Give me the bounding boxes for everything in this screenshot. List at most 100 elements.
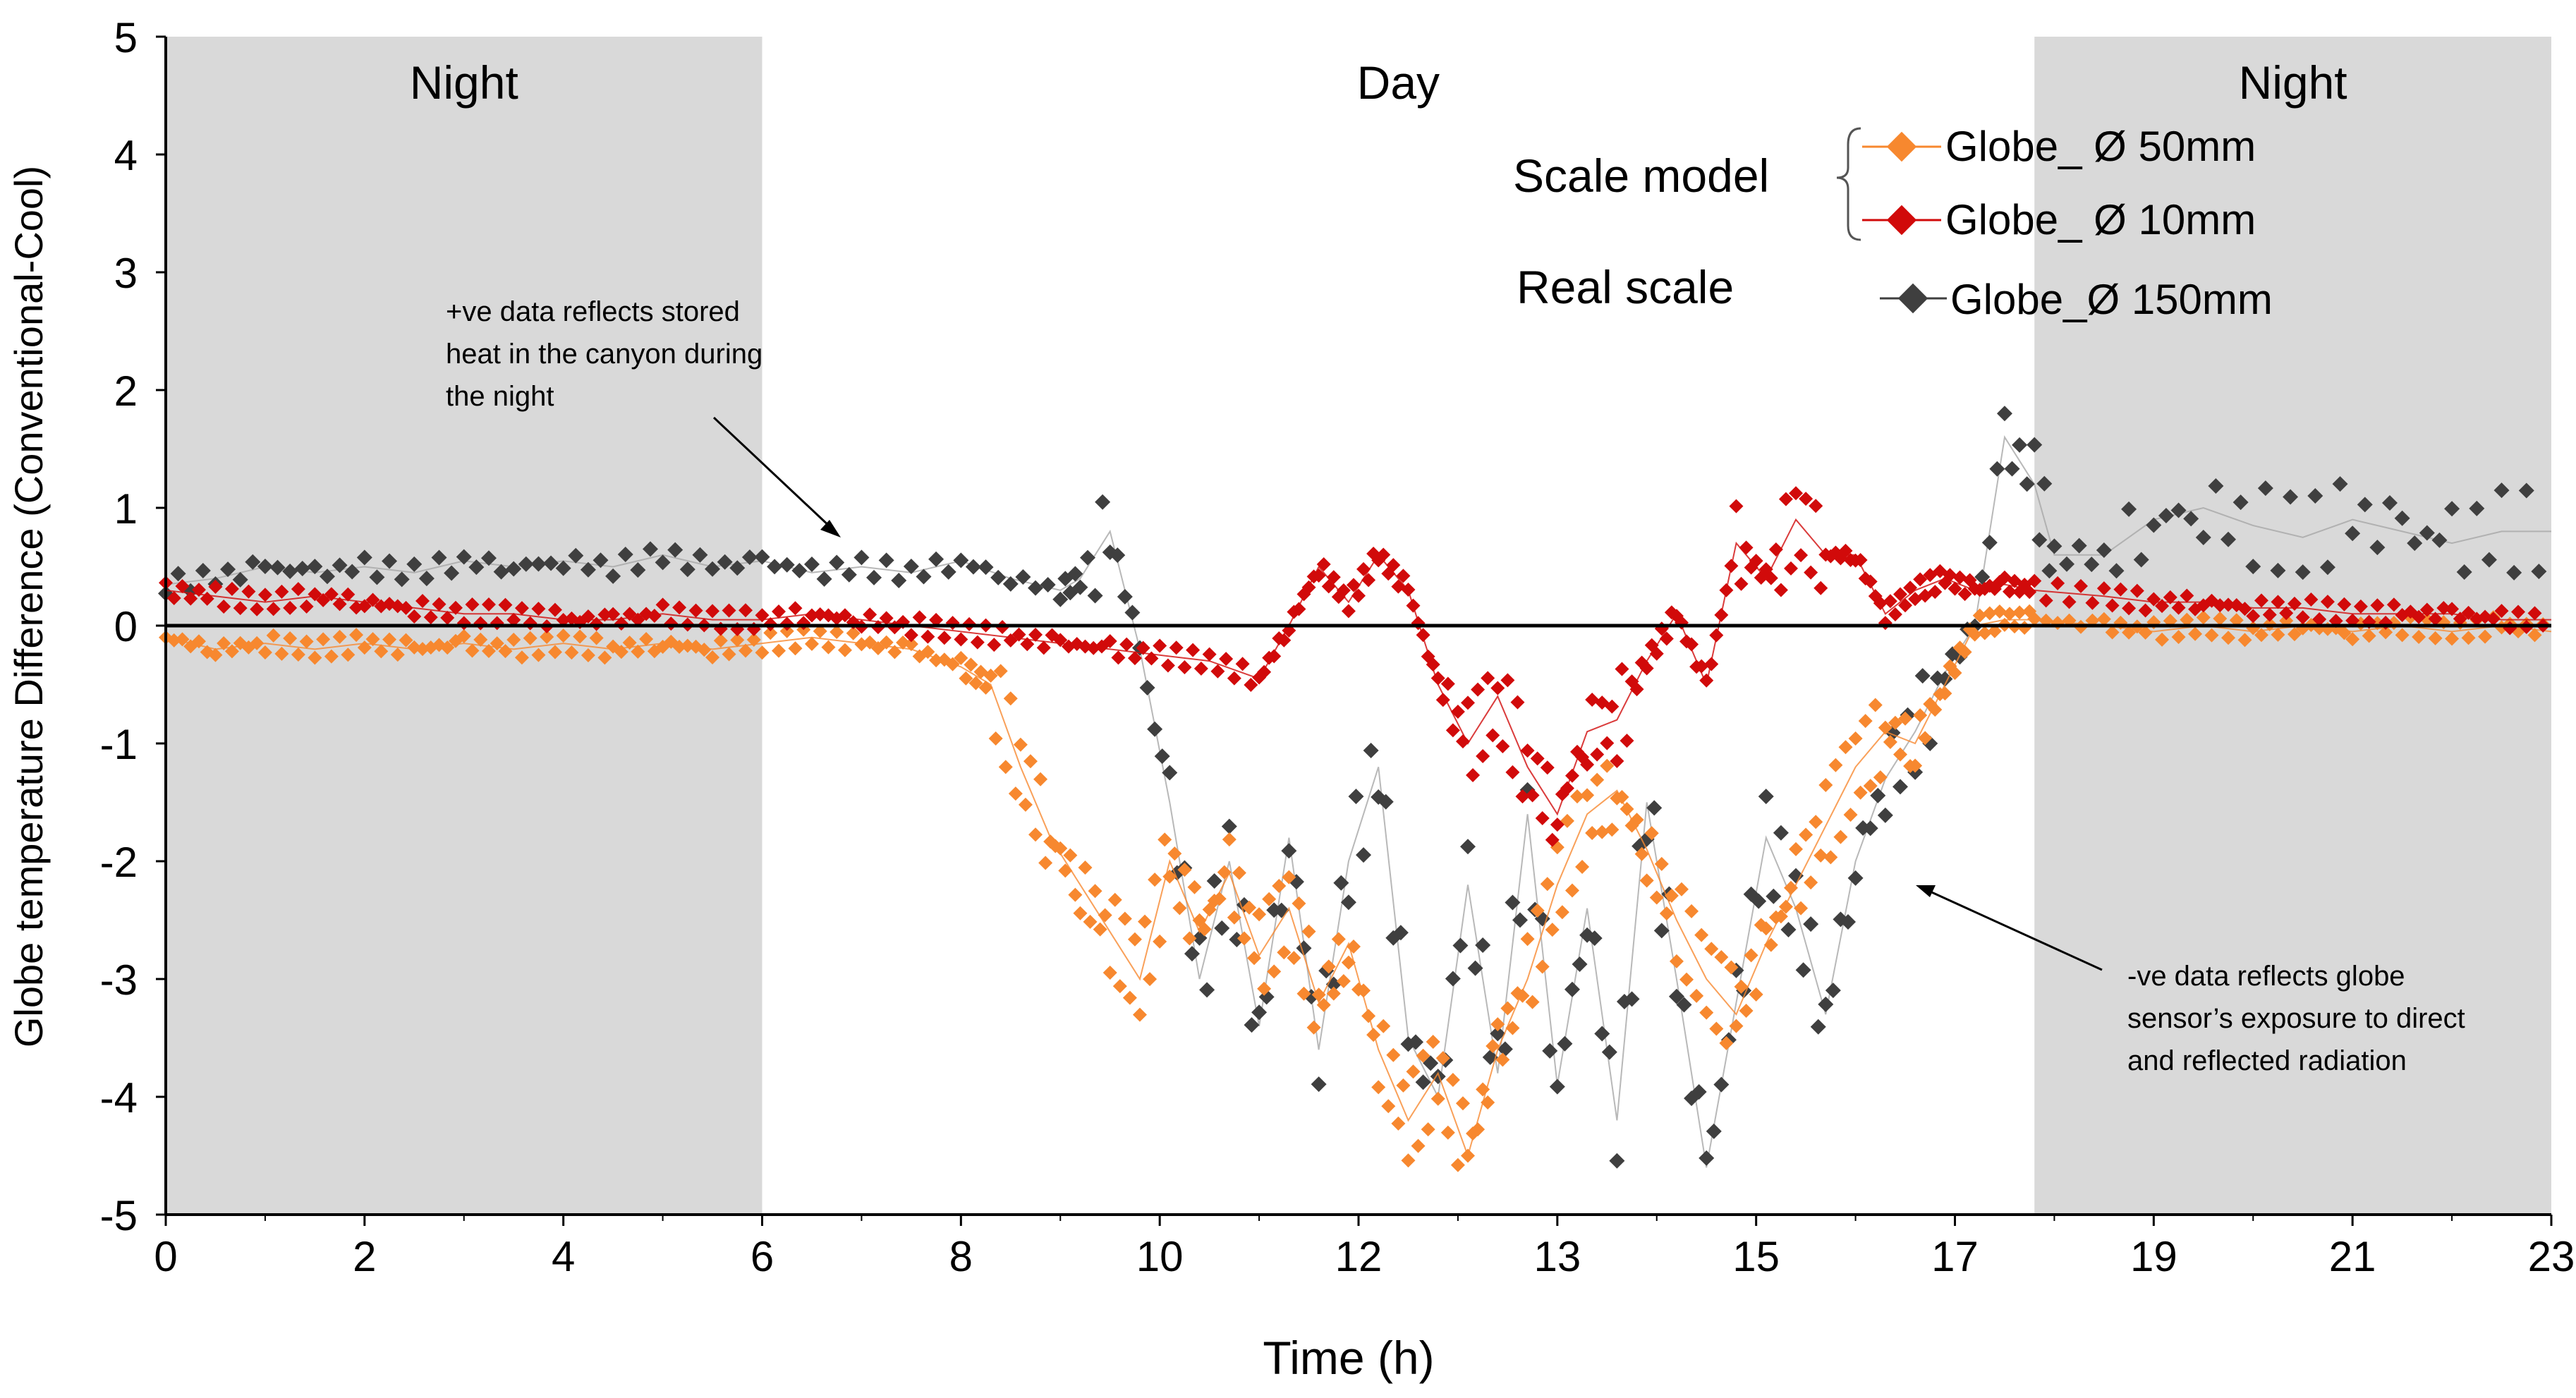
series-0-point-113 <box>1038 856 1053 870</box>
series-2-point-225 <box>2257 480 2273 497</box>
series-2-point-209 <box>2059 556 2075 572</box>
annotation-negative-arrow <box>1926 889 2103 971</box>
series-1-point-198 <box>1580 757 1595 772</box>
series-1-point-214 <box>1659 631 1674 646</box>
series-0-point-47 <box>547 645 562 660</box>
series-2-point-168 <box>1758 789 1774 805</box>
series-2-point-71 <box>1040 576 1056 592</box>
series-0-point-8 <box>224 644 239 659</box>
series-2-point-174 <box>1803 916 1819 932</box>
series-1-point-131 <box>1244 677 1258 692</box>
series-0-point-141 <box>1177 863 1192 877</box>
series-1-point-237 <box>1773 583 1788 597</box>
series-2-point-154 <box>1653 923 1670 939</box>
series-0-point-22 <box>341 648 356 662</box>
series-1-point-210 <box>1639 661 1654 676</box>
series-0-point-329 <box>2188 626 2203 641</box>
series-2-point-161 <box>1706 1123 1722 1139</box>
series-1-point-273 <box>1952 570 1967 585</box>
series-0-point-219 <box>1565 883 1579 898</box>
series-2-point-121 <box>1408 1034 1424 1050</box>
series-1-point-187 <box>1525 788 1540 803</box>
series-0-point-240 <box>1669 954 1684 968</box>
series-2-point-128 <box>1460 839 1476 855</box>
series-1-point-54 <box>606 607 621 621</box>
series-1-point-120 <box>1153 638 1167 653</box>
legend-group-real-scale: Real scale <box>1517 261 1734 313</box>
series-2-point-75 <box>1067 566 1083 582</box>
series-2-point-5 <box>220 561 236 578</box>
series-0-point-364 <box>2478 629 2493 644</box>
series-1-point-183 <box>1505 765 1520 779</box>
annotation-negative-arrowhead <box>1916 885 1936 897</box>
series-0-point-65 <box>697 643 712 657</box>
series-2-point-25 <box>468 559 485 576</box>
series-1-point-253 <box>1853 552 1868 567</box>
series-0-point-158 <box>1262 892 1277 906</box>
series-0-point-221 <box>1575 859 1590 874</box>
series-1-point-146 <box>1321 579 1336 594</box>
series-0-point-17 <box>299 634 314 649</box>
series-0-point-350 <box>2362 628 2376 643</box>
series-1-point-106 <box>1036 640 1051 655</box>
series-2-point-224 <box>2245 559 2261 575</box>
series-0-point-276 <box>1848 731 1863 746</box>
series-2-point-162 <box>1713 1076 1730 1093</box>
series-0-point-300 <box>1967 627 1982 642</box>
series-1-point-333 <box>2419 602 2434 617</box>
series-0-point-41 <box>498 644 513 659</box>
series-0-point-69 <box>730 633 745 648</box>
series-0-point-205 <box>1495 1052 1510 1067</box>
series-1-point-35 <box>449 600 463 615</box>
series-1-point-168 <box>1430 671 1445 686</box>
series-1-point-291 <box>2062 595 2077 609</box>
series-1-point-312 <box>2246 609 2261 624</box>
series-2-point-50 <box>779 557 795 573</box>
series-0-point-73 <box>763 626 778 640</box>
series-0-point-305 <box>1992 604 2007 619</box>
series-0-point-264 <box>1789 841 1804 856</box>
x-tick-label-8: 15 <box>1732 1233 1780 1280</box>
series-2-point-203 <box>2019 476 2035 492</box>
series-0-point-135 <box>1148 873 1162 887</box>
series-2-point-51 <box>791 562 808 578</box>
series-0-point-245 <box>1694 928 1709 942</box>
series-0-point-88 <box>887 645 902 660</box>
series-0-point-244 <box>1689 988 1704 1003</box>
series-0-point-138 <box>1162 869 1177 884</box>
series-1-point-295 <box>2105 598 2120 613</box>
series-0-point-196 <box>1450 1157 1465 1172</box>
series-0-point-242 <box>1679 972 1694 987</box>
series-0-point-163 <box>1287 951 1301 966</box>
series-1-point-167 <box>1426 657 1440 672</box>
series-1-point-212 <box>1649 646 1664 661</box>
series-2-point-145 <box>1586 930 1603 947</box>
series-0-point-248 <box>1709 1021 1724 1036</box>
series-1-point-159 <box>1386 558 1401 573</box>
series-1-point-137 <box>1277 633 1292 648</box>
series-1-point-303 <box>2171 600 2186 615</box>
series-2-point-202 <box>2012 437 2028 453</box>
series-0-point-52 <box>589 631 604 645</box>
series-0-point-102 <box>983 668 998 683</box>
series-0-point-43 <box>514 650 529 665</box>
series-0-point-140 <box>1172 901 1187 916</box>
series-0-point-11 <box>250 636 265 650</box>
series-0-point-234 <box>1639 873 1654 888</box>
y-tick-label-10: -5 <box>100 1192 138 1239</box>
series-1-point-188 <box>1530 751 1545 766</box>
series-1-point-100 <box>987 638 1002 652</box>
series-0-point-278 <box>1858 714 1873 729</box>
series-1-point-59 <box>647 608 662 623</box>
series-2-point-96 <box>1221 818 1237 834</box>
series-0-point-261 <box>1773 909 1788 924</box>
series-1-point-304 <box>2180 588 2194 603</box>
series-2-point-173 <box>1795 962 1811 978</box>
series-2-point-39 <box>642 541 658 557</box>
series-1-point-6 <box>208 579 223 594</box>
series-0-point-197 <box>1455 1096 1470 1111</box>
series-0-point-180 <box>1371 1080 1386 1095</box>
series-0-point-269 <box>1813 848 1828 863</box>
y-tick-label-0: 5 <box>114 14 138 61</box>
series-2-point-18 <box>382 553 398 569</box>
